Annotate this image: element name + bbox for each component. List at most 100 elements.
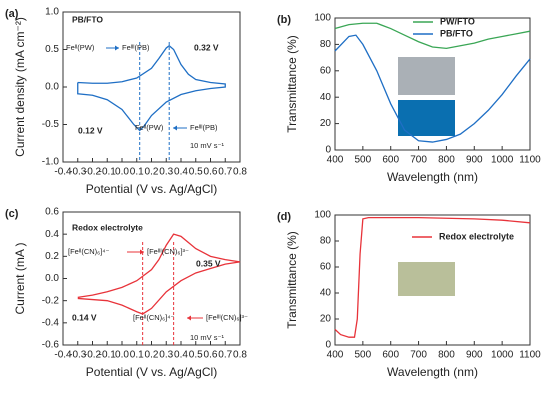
inset-electrolyte xyxy=(398,262,455,296)
x-tick-label: 0.2 xyxy=(145,350,159,361)
data-line xyxy=(334,216,531,338)
x-tick-label: 600 xyxy=(382,155,399,166)
x-tick-label: 0.4 xyxy=(174,350,188,361)
y-tick-label: 0.0 xyxy=(45,82,59,93)
x-tick-label: 0.2 xyxy=(145,167,159,178)
annotation: Feᴵᴵᴵ(PB) xyxy=(190,123,218,132)
annotation: Feᴵᴵ(PW) xyxy=(135,123,164,132)
arrow-head xyxy=(173,125,177,131)
y-tick-label: 40 xyxy=(320,288,332,299)
x-tick-label: -0.1 xyxy=(99,350,117,361)
y-tick-label: 100 xyxy=(314,13,331,24)
y-tick-label: 60 xyxy=(320,65,332,76)
y-tick-label: 80 xyxy=(320,236,332,247)
x-tick-label: 0.3 xyxy=(159,350,173,361)
x-axis-label: Wavelength (nm) xyxy=(387,365,478,379)
y-tick-label: 40 xyxy=(320,92,332,103)
x-tick-label: 0.0 xyxy=(115,167,129,178)
y-axis-label: Transmittance (%) xyxy=(285,231,299,329)
annotation: 10 mV s⁻¹ xyxy=(190,333,224,342)
x-tick-label: 0.1 xyxy=(130,167,144,178)
x-tick-label: 0.6 xyxy=(204,167,218,178)
annotation: 10 mV s⁻¹ xyxy=(190,141,224,150)
panel-label: (c) xyxy=(5,208,19,220)
peak-label: 0.12 V xyxy=(78,125,103,135)
x-tick-label: 1100 xyxy=(519,350,541,361)
arrow-head xyxy=(187,315,191,321)
data-line xyxy=(77,233,241,315)
annotation: PB/FTO xyxy=(72,14,103,24)
annotation: [Feᴵᴵᴵ(CN)₆]³⁻ xyxy=(206,313,248,322)
panel-label: (b) xyxy=(277,14,291,26)
x-tick-label: -0.4 xyxy=(54,350,72,361)
y-tick-label: 0.2 xyxy=(45,251,59,262)
y-axis-label: Current density (mA cm⁻²) xyxy=(13,17,27,157)
x-tick-label: 400 xyxy=(327,155,344,166)
x-tick-label: 0.6 xyxy=(204,350,218,361)
x-tick-label: 500 xyxy=(355,155,372,166)
x-tick-label: 900 xyxy=(466,350,483,361)
y-tick-label: -0.4 xyxy=(42,317,60,328)
x-tick-label: 0.7 xyxy=(218,167,232,178)
y-tick-label: -0.5 xyxy=(42,119,60,130)
data-line xyxy=(77,44,226,132)
plot-frame xyxy=(62,11,241,163)
y-tick-label: 20 xyxy=(320,118,332,129)
x-tick-label: -0.3 xyxy=(69,350,87,361)
x-tick-label: 700 xyxy=(410,155,427,166)
x-tick-label: 800 xyxy=(438,155,455,166)
x-tick-label: 800 xyxy=(438,350,455,361)
y-tick-label: 80 xyxy=(320,39,332,50)
panel-label: (a) xyxy=(5,8,19,20)
x-tick-label: -0.4 xyxy=(54,167,72,178)
x-tick-label: 0.1 xyxy=(130,350,144,361)
y-tick-label: 0.4 xyxy=(45,229,59,240)
y-tick-label: 60 xyxy=(320,262,332,273)
y-tick-label: -0.6 xyxy=(42,340,60,351)
x-tick-label: 700 xyxy=(410,350,427,361)
y-tick-label: 0.6 xyxy=(45,207,59,218)
x-tick-label: 400 xyxy=(327,350,344,361)
y-tick-label: 20 xyxy=(320,314,332,325)
x-axis-label: Potential (V vs. Ag/AgCl) xyxy=(86,365,217,379)
y-axis-label: Current (mA ) xyxy=(13,242,27,314)
peak-label: 0.35 V xyxy=(196,258,221,268)
y-tick-label: 100 xyxy=(314,210,331,221)
x-tick-label: 0.4 xyxy=(174,167,188,178)
x-tick-label: 0.8 xyxy=(233,167,247,178)
y-tick-label: 0.5 xyxy=(45,44,59,55)
arrow-head xyxy=(115,45,119,51)
x-tick-label: 1000 xyxy=(491,155,514,166)
plot-frame xyxy=(334,17,531,151)
x-tick-label: 0.5 xyxy=(189,350,203,361)
annotation: Feᴵᴵᴵ(PB) xyxy=(122,43,150,52)
annotation: [Feᴵᴵ(CN)₆]⁴⁻ xyxy=(68,247,110,256)
x-tick-label: 500 xyxy=(355,350,372,361)
x-tick-label: 0.5 xyxy=(189,167,203,178)
x-tick-label: -0.2 xyxy=(84,167,102,178)
x-tick-label: 0.8 xyxy=(233,350,247,361)
x-tick-label: 600 xyxy=(382,350,399,361)
x-tick-label: 1000 xyxy=(491,350,514,361)
annotation: Feᴵᴵ(PW) xyxy=(66,43,95,52)
data-line xyxy=(334,22,531,50)
x-tick-label: 0.7 xyxy=(218,350,232,361)
x-tick-label: 0.3 xyxy=(159,167,173,178)
x-axis-label: Potential (V vs. Ag/AgCl) xyxy=(86,182,217,196)
legend-label: PB/FTO xyxy=(440,28,473,38)
annotation: [Feᴵᴵ(CN)₆]⁴⁻ xyxy=(133,313,175,322)
x-tick-label: -0.2 xyxy=(84,350,102,361)
y-tick-label: 0 xyxy=(325,145,331,156)
inset-film-colored xyxy=(398,100,455,136)
panel-label: (d) xyxy=(277,211,291,223)
x-tick-label: -0.1 xyxy=(99,167,117,178)
annotation: [Feᴵᴵᴵ(CN)₆]³⁻ xyxy=(147,247,189,256)
peak-label: 0.32 V xyxy=(194,42,219,52)
legend-label: PW/FTO xyxy=(440,16,475,26)
y-tick-label: 0 xyxy=(325,340,331,351)
y-tick-label: -0.2 xyxy=(42,295,60,306)
data-line xyxy=(334,34,531,143)
x-axis-label: Wavelength (nm) xyxy=(387,170,478,184)
y-tick-label: -1.0 xyxy=(42,157,60,168)
